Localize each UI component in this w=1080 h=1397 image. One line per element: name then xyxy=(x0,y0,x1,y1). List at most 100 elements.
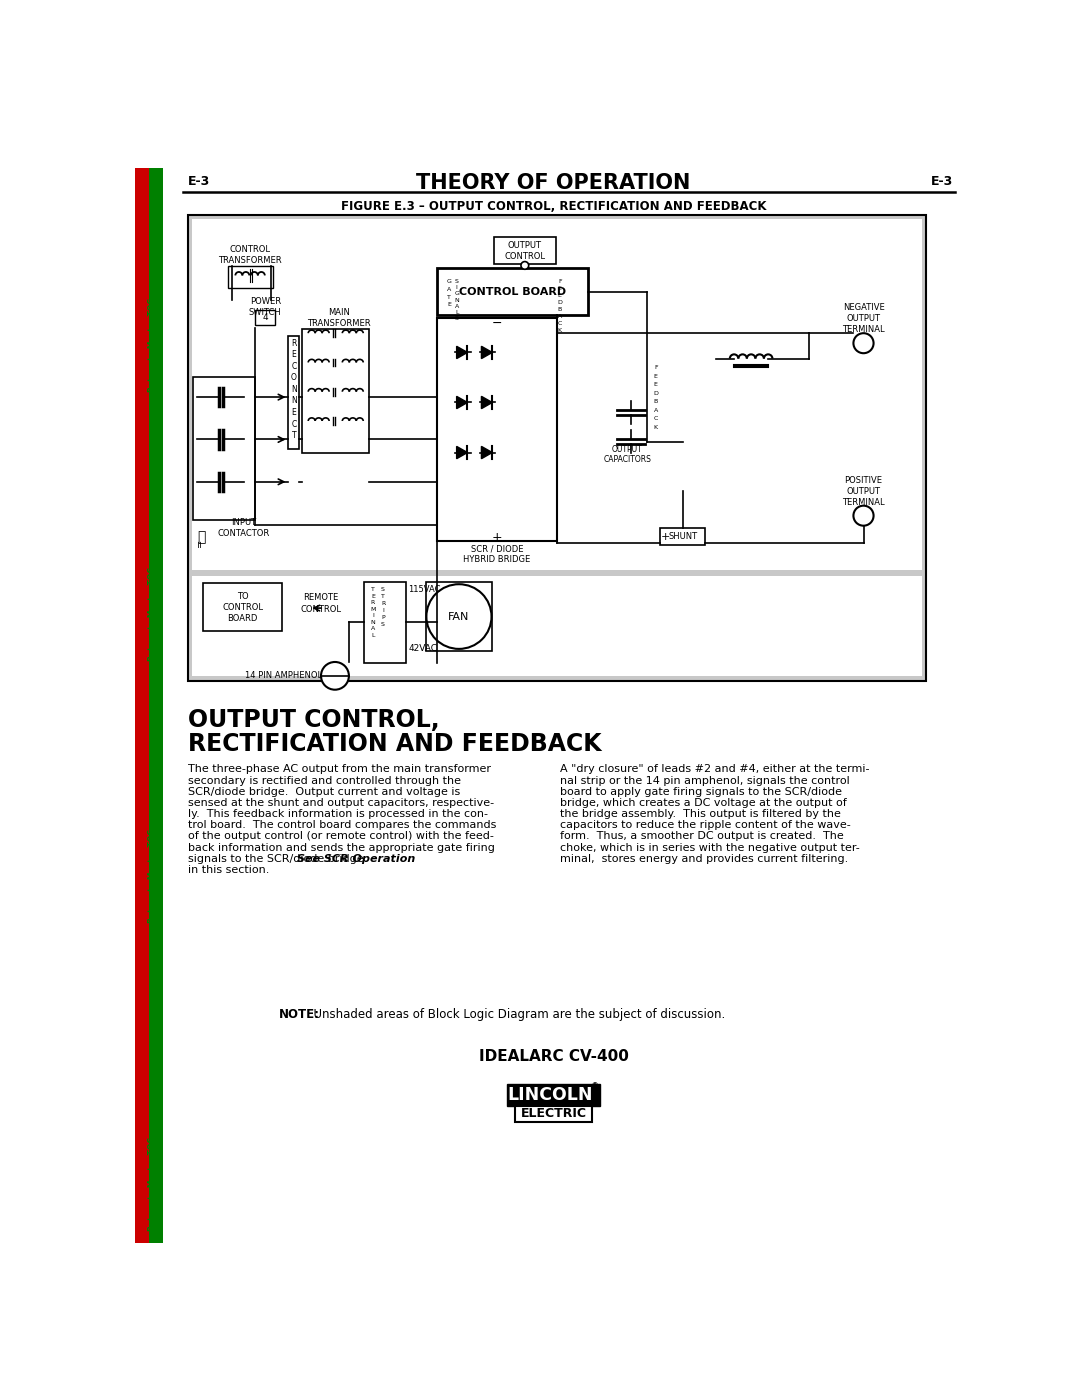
Text: R: R xyxy=(292,338,297,348)
Bar xyxy=(191,219,921,570)
Text: Return to Master TOC: Return to Master TOC xyxy=(148,828,157,923)
Bar xyxy=(149,168,163,1243)
Text: form.  Thus, a smoother DC output is created.  The: form. Thus, a smoother DC output is crea… xyxy=(559,831,843,841)
Text: OUTPUT
CAPACITORS: OUTPUT CAPACITORS xyxy=(604,444,651,464)
Text: ⏚: ⏚ xyxy=(197,531,205,545)
Text: signals to the SCR/diode bridge.: signals to the SCR/diode bridge. xyxy=(188,854,374,863)
Text: RECTIFICATION AND FEEDBACK: RECTIFICATION AND FEEDBACK xyxy=(188,732,602,756)
Text: FIGURE E.3 – OUTPUT CONTROL, RECTIFICATION AND FEEDBACK: FIGURE E.3 – OUTPUT CONTROL, RECTIFICATI… xyxy=(341,200,766,212)
Text: +: + xyxy=(491,531,502,543)
Circle shape xyxy=(853,506,874,525)
Text: LINCOLN: LINCOLN xyxy=(508,1085,593,1104)
Text: A "dry closure" of leads #2 and #4, either at the termi-: A "dry closure" of leads #2 and #4, eith… xyxy=(559,764,869,774)
Text: E: E xyxy=(372,594,375,599)
Text: Return to Section TOC: Return to Section TOC xyxy=(135,566,144,662)
Text: N: N xyxy=(455,298,459,303)
Text: F: F xyxy=(558,279,562,284)
Bar xyxy=(203,584,282,631)
Text: choke, which is in series with the negative output ter-: choke, which is in series with the negat… xyxy=(559,842,860,852)
Text: SHUNT: SHUNT xyxy=(669,532,698,541)
Text: B: B xyxy=(557,307,562,312)
Text: E: E xyxy=(557,286,562,291)
Text: S: S xyxy=(381,622,384,627)
Text: E: E xyxy=(292,408,296,416)
Text: I: I xyxy=(382,608,383,613)
Circle shape xyxy=(853,334,874,353)
Text: T: T xyxy=(292,432,296,440)
Text: THEORY OF OPERATION: THEORY OF OPERATION xyxy=(416,173,691,193)
Text: Unshaded areas of Block Logic Diagram are the subject of discussion.: Unshaded areas of Block Logic Diagram ar… xyxy=(306,1009,725,1021)
Bar xyxy=(135,168,149,1243)
Text: N: N xyxy=(291,397,297,405)
Text: N: N xyxy=(291,386,297,394)
Text: −: − xyxy=(491,317,502,330)
Text: ELECTRIC: ELECTRIC xyxy=(521,1108,586,1120)
Text: T: T xyxy=(381,594,384,599)
Text: B: B xyxy=(653,400,658,404)
Text: C: C xyxy=(653,416,658,420)
Text: minal,  stores energy and provides current filtering.: minal, stores energy and provides curren… xyxy=(559,854,848,863)
Text: I: I xyxy=(456,285,458,291)
Circle shape xyxy=(521,261,529,270)
Text: E-3: E-3 xyxy=(188,175,210,189)
Text: ly.  This feedback information is processed in the con-: ly. This feedback information is process… xyxy=(188,809,488,819)
Text: Return to Master TOC: Return to Master TOC xyxy=(148,1137,157,1231)
Text: +: + xyxy=(661,532,671,542)
Text: FAN: FAN xyxy=(448,612,470,622)
Text: Return to Section TOC: Return to Section TOC xyxy=(135,1136,144,1232)
Text: See SCR Operation: See SCR Operation xyxy=(297,854,416,863)
Polygon shape xyxy=(457,447,468,458)
Text: POSITIVE
OUTPUT
TERMINAL: POSITIVE OUTPUT TERMINAL xyxy=(842,475,885,507)
Text: bridge, which creates a DC voltage at the output of: bridge, which creates a DC voltage at th… xyxy=(559,798,847,807)
Text: SCR/diode bridge.  Output current and voltage is: SCR/diode bridge. Output current and vol… xyxy=(188,787,460,796)
Text: ®: ® xyxy=(591,1083,599,1091)
Bar xyxy=(193,377,255,520)
Text: sensed at the shunt and output capacitors, respective-: sensed at the shunt and output capacitor… xyxy=(188,798,494,807)
Text: A: A xyxy=(370,626,375,631)
Text: S: S xyxy=(455,279,459,284)
Text: C: C xyxy=(292,419,297,429)
Circle shape xyxy=(427,584,491,648)
Text: P: P xyxy=(381,615,384,620)
Text: F: F xyxy=(654,366,658,370)
Text: of the output control (or remote control) with the feed-: of the output control (or remote control… xyxy=(188,831,494,841)
Text: E-3: E-3 xyxy=(930,175,953,189)
Text: SCR / DIODE
HYBRID BRIDGE: SCR / DIODE HYBRID BRIDGE xyxy=(463,545,530,564)
Polygon shape xyxy=(457,397,468,409)
Bar xyxy=(364,583,406,662)
Bar xyxy=(661,528,705,545)
Text: TO
CONTROL
BOARD: TO CONTROL BOARD xyxy=(222,592,264,623)
Text: T: T xyxy=(372,587,375,592)
Bar xyxy=(437,268,589,316)
Text: M: M xyxy=(370,606,376,612)
Text: K: K xyxy=(557,328,562,332)
Text: board to apply gate firing signals to the SCR/diode: board to apply gate firing signals to th… xyxy=(559,787,841,796)
Bar xyxy=(191,576,921,676)
Bar xyxy=(507,1084,600,1105)
Bar xyxy=(188,215,926,682)
Text: L: L xyxy=(455,310,458,314)
Text: A: A xyxy=(653,408,658,412)
Text: The three-phase AC output from the main transformer: The three-phase AC output from the main … xyxy=(188,764,490,774)
Text: IDEALARC CV-400: IDEALARC CV-400 xyxy=(478,1049,629,1065)
Text: OUTPUT CONTROL,: OUTPUT CONTROL, xyxy=(188,708,440,732)
Text: REMOTE
CONTROL: REMOTE CONTROL xyxy=(300,594,341,613)
Text: back information and sends the appropriate gate firing: back information and sends the appropria… xyxy=(188,842,495,852)
Text: O: O xyxy=(291,373,297,383)
Text: R: R xyxy=(381,601,386,606)
Text: C: C xyxy=(557,321,562,326)
Text: R: R xyxy=(370,601,375,605)
Text: OUTPUT
CONTROL: OUTPUT CONTROL xyxy=(504,240,545,261)
Text: I: I xyxy=(372,613,374,619)
Text: Return to Master TOC: Return to Master TOC xyxy=(148,298,157,391)
Polygon shape xyxy=(482,397,492,409)
Text: S: S xyxy=(455,316,459,321)
Text: T: T xyxy=(447,295,450,299)
Text: in this section.: in this section. xyxy=(188,865,269,875)
Bar xyxy=(515,1105,592,1122)
Text: D: D xyxy=(557,300,562,305)
Text: E: E xyxy=(653,374,658,379)
Polygon shape xyxy=(482,346,492,359)
Bar xyxy=(255,310,275,326)
Text: N: N xyxy=(370,620,376,624)
